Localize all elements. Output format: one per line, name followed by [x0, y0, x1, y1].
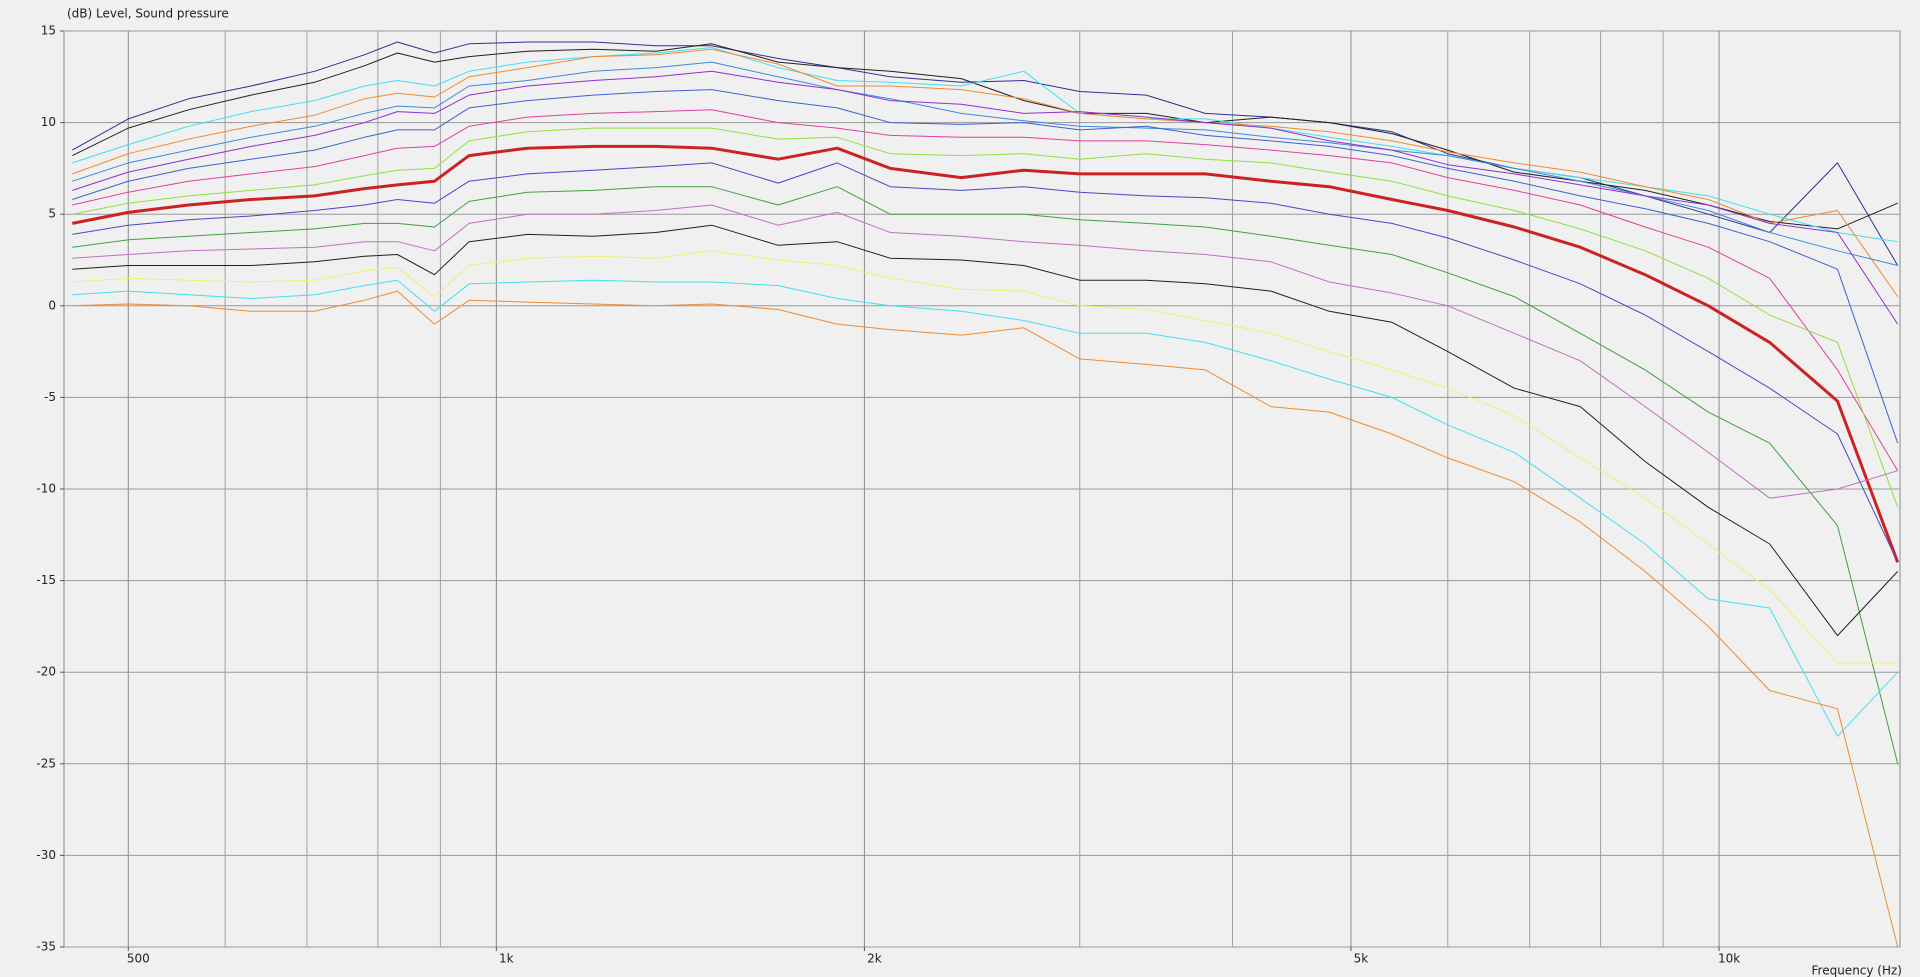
y-tick-label: -35: [36, 940, 56, 954]
series-line: [72, 89, 1899, 444]
y-tick-label: -10: [36, 482, 56, 496]
series-line: [72, 109, 1899, 471]
x-tick-label: 1k: [499, 952, 514, 966]
y-tick-label: 0: [48, 298, 56, 312]
y-tick-label: -15: [36, 573, 56, 587]
y-tick-label: -25: [36, 756, 56, 770]
series-line: [72, 47, 1898, 243]
x-tick-label: 10k: [1718, 952, 1740, 966]
y-tick-label: 5: [48, 207, 56, 221]
series-line: [72, 144, 1900, 563]
series-line: [72, 61, 1898, 266]
series-line: [72, 186, 1899, 764]
series-line: [72, 162, 1899, 563]
series-line: [72, 290, 1899, 948]
y-tick-label: -30: [36, 848, 56, 862]
chart-title: (dB) Level, Sound pressure: [67, 7, 229, 21]
series-line: [72, 43, 1898, 230]
x-tick-label: 500: [127, 952, 150, 966]
y-tick-label: 10: [41, 115, 56, 129]
series-line: [72, 224, 1899, 637]
series-line: [72, 204, 1898, 499]
y-tick-label: -5: [44, 390, 56, 404]
series-line: [72, 127, 1899, 508]
series-line: [72, 250, 1898, 664]
x-axis-label: Frequency (Hz): [1812, 964, 1903, 977]
x-tick-label: 2k: [867, 952, 882, 966]
y-tick-label: -20: [36, 665, 56, 679]
series-line: [72, 70, 1899, 325]
x-tick-label: 5k: [1354, 952, 1369, 966]
y-tick-label: 15: [41, 24, 56, 38]
series-line: [72, 279, 1899, 737]
series-line: [72, 48, 1899, 297]
